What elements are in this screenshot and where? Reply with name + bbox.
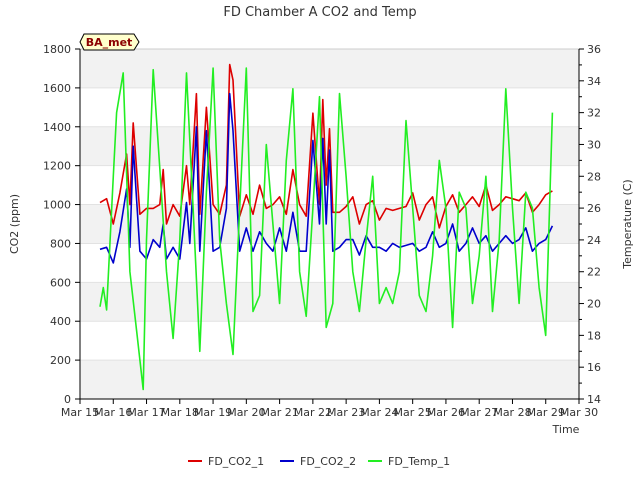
left-tick-label: 1200: [43, 160, 71, 173]
legend-label: FD_Temp_1: [388, 455, 450, 468]
chart-title: FD Chamber A CO2 and Temp: [223, 5, 416, 20]
x-tick-label: Mar 28: [493, 406, 531, 419]
left-tick-label: 400: [50, 315, 71, 328]
left-tick-label: 600: [50, 276, 71, 289]
legend: FD_CO2_1 FD_CO2_2 FD_Temp_1: [188, 455, 450, 468]
right-axis: 14 16 18 20 22 24 26 28 30 32 34 36: [578, 43, 601, 406]
left-axis: 0 200 400 600 800 1000 1200 1400 1600 1800: [43, 43, 81, 406]
right-tick-label: 18: [587, 329, 601, 342]
legend-label: FD_CO2_2: [300, 455, 356, 468]
left-tick-label: 1400: [43, 121, 71, 134]
right-tick-label: 22: [587, 266, 601, 279]
series-line-fd-co2-2: [99, 92, 554, 264]
x-tick-label: Mar 24: [360, 406, 398, 419]
series-layer: [99, 63, 554, 391]
right-tick-label: 14: [587, 393, 601, 406]
legend-label: FD_CO2_1: [208, 455, 264, 468]
x-tick-label: Mar 19: [194, 406, 232, 419]
series-line-fd-temp-1: [99, 67, 554, 391]
x-tick-label: Mar 20: [227, 406, 265, 419]
x-tick-label: Mar 18: [161, 406, 199, 419]
left-tick-label: 1600: [43, 82, 71, 95]
y-axis-label-right: Temperature (C): [621, 179, 634, 269]
right-tick-label: 32: [587, 107, 601, 120]
x-tick-label: Mar 26: [427, 406, 465, 419]
right-tick-label: 28: [587, 170, 601, 183]
site-badge: BA_met: [79, 33, 140, 51]
x-tick-label: Mar 16: [94, 406, 132, 419]
x-tick-label: Mar 21: [260, 406, 298, 419]
right-tick-label: 16: [587, 361, 601, 374]
x-tick-label: Mar 25: [394, 406, 432, 419]
x-tick-label: Mar 30: [560, 406, 598, 419]
right-tick-label: 24: [587, 234, 601, 247]
x-tick-label: Mar 15: [61, 406, 99, 419]
x-tick-label: Mar 23: [327, 406, 365, 419]
y-axis-label-left: CO2 (ppm): [8, 194, 21, 254]
left-tick-label: 0: [64, 393, 71, 406]
left-tick-label: 1800: [43, 43, 71, 56]
right-tick-label: 30: [587, 138, 601, 151]
left-tick-label: 200: [50, 354, 71, 367]
grid-band: [80, 360, 579, 399]
right-tick-label: 34: [587, 75, 601, 88]
left-tick-label: 1000: [43, 199, 71, 212]
right-tick-label: 36: [587, 43, 601, 56]
x-tick-label: Mar 22: [294, 406, 332, 419]
left-tick-label: 800: [50, 237, 71, 250]
right-tick-label: 26: [587, 202, 601, 215]
grid-band: [80, 49, 579, 88]
x-tick-label: Mar 29: [527, 406, 565, 419]
right-tick-label: 20: [587, 298, 601, 311]
x-tick-label: Mar 17: [127, 406, 165, 419]
x-axis-label: Time: [552, 423, 580, 436]
site-badge-text: BA_met: [86, 36, 133, 49]
x-tick-label: Mar 27: [460, 406, 498, 419]
